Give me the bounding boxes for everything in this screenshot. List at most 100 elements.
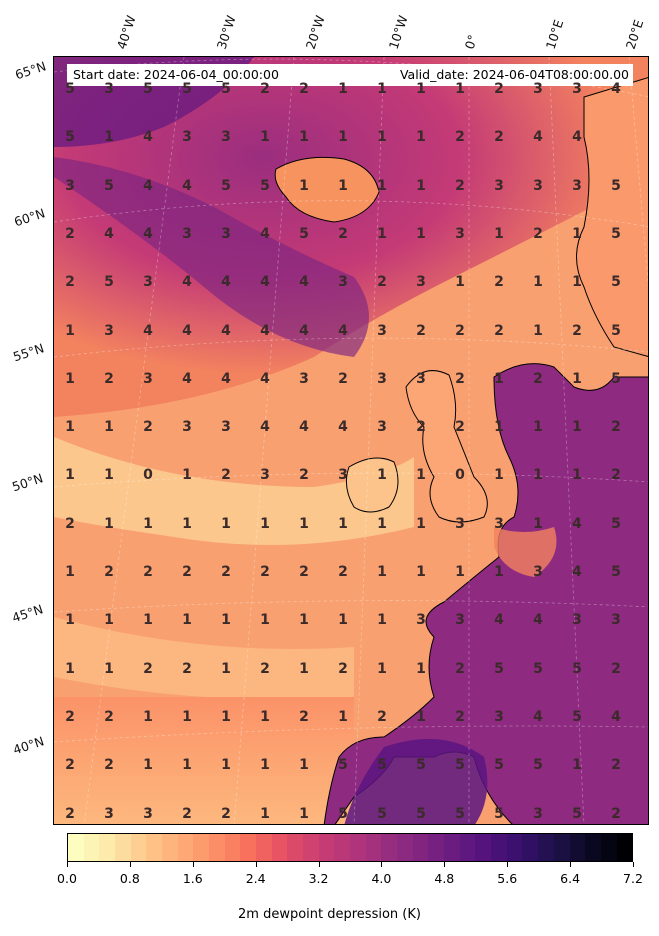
- colorbar-segment: [224, 834, 241, 861]
- grid-value: 2: [104, 708, 114, 725]
- grid-value: 1: [416, 564, 426, 580]
- grid-value: 3: [455, 515, 465, 532]
- grid-value: 3: [377, 322, 387, 339]
- grid-value: 2: [104, 757, 114, 774]
- grid-value: 2: [494, 129, 504, 146]
- grid-value: 5: [572, 660, 582, 677]
- colorbar-segment: [491, 834, 507, 861]
- colorbar-segment: [287, 834, 304, 861]
- field-north: [54, 57, 648, 417]
- colorbar-segment: [115, 834, 131, 861]
- lon-label-10w: 10°W: [385, 13, 411, 51]
- grid-value: 1: [65, 612, 75, 629]
- lat-label-65n: 65°N: [13, 58, 48, 83]
- grid-value: 3: [221, 419, 231, 436]
- grid-value: 2: [611, 660, 621, 677]
- grid-value: 1: [221, 660, 231, 677]
- valid-date-label: Valid_date: 2024-06-04T08:00:00.00: [399, 67, 629, 82]
- grid-value: 4: [338, 419, 348, 436]
- grid-value: 4: [572, 129, 582, 146]
- grid-value: 4: [533, 708, 543, 725]
- colorbar-segment: [68, 834, 84, 861]
- grid-value: 1: [416, 708, 426, 725]
- grid-value: 1: [182, 467, 192, 484]
- grid-value: 5: [299, 225, 309, 242]
- grid-value: 1: [377, 177, 387, 194]
- lat-label-45n: 45°N: [10, 601, 45, 626]
- grid-value: 5: [221, 81, 231, 97]
- grid-value: 1: [182, 708, 192, 725]
- grid-value: 4: [143, 322, 153, 339]
- grid-value: 3: [533, 81, 543, 97]
- grid-value: 4: [338, 322, 348, 339]
- colorbar-tick: [381, 862, 383, 867]
- grid-value: 1: [416, 225, 426, 242]
- grid-value: 2: [65, 274, 75, 291]
- grid-value: 1: [299, 612, 309, 629]
- grid-value: 1: [260, 612, 270, 629]
- grid-value: 1: [533, 419, 543, 436]
- colorbar-segment: [444, 834, 460, 861]
- grid-value: 5: [572, 805, 582, 822]
- colorbar-tick: [633, 862, 634, 867]
- grid-value: 5: [65, 129, 75, 146]
- grid-value: 1: [572, 419, 582, 436]
- grid-value: 3: [572, 612, 582, 629]
- grid-value: 3: [182, 419, 192, 436]
- grid-value: 1: [65, 370, 75, 387]
- grid-value: 1: [182, 515, 192, 532]
- colorbar-segment: [616, 834, 633, 861]
- colorbar-segment: [209, 834, 225, 861]
- grid-value: 3: [182, 225, 192, 242]
- grid-value: 3: [104, 805, 114, 822]
- grid-value: 3: [377, 370, 387, 387]
- map-field: [54, 57, 648, 824]
- grid-value: 3: [494, 177, 504, 194]
- grid-value: 4: [260, 225, 270, 242]
- grid-value: 3: [533, 805, 543, 822]
- grid-value: 2: [611, 805, 621, 822]
- grid-value: 2: [533, 370, 543, 387]
- grid-value: 4: [533, 612, 543, 629]
- colorbar-segment: [271, 834, 288, 861]
- grid-value: 1: [104, 612, 114, 629]
- grid-value: 1: [65, 419, 75, 436]
- grid-value: 2: [299, 708, 309, 725]
- grid-value: 1: [572, 757, 582, 774]
- lon-label-0: 0°: [461, 32, 481, 51]
- grid-value: 1: [572, 467, 582, 484]
- grid-value: 2: [338, 660, 348, 677]
- grid-value: 5: [611, 274, 621, 291]
- grid-value: 3: [143, 805, 153, 822]
- grid-value: 5: [416, 757, 426, 774]
- grid-value: 2: [65, 757, 75, 774]
- colorbar-segment: [428, 834, 445, 861]
- grid-value: 5: [533, 757, 543, 774]
- grid-value: 3: [611, 612, 621, 629]
- grid-value: 5: [611, 564, 621, 580]
- grid-value: 5: [104, 274, 114, 291]
- grid-value: 1: [455, 81, 465, 97]
- grid-value: 2: [572, 322, 582, 339]
- grid-value: 4: [299, 419, 309, 436]
- grid-value: 4: [260, 322, 270, 339]
- grid-value: 1: [221, 515, 231, 532]
- continent-lowland: [494, 527, 557, 577]
- grid-value: 2: [338, 370, 348, 387]
- grid-value: 1: [260, 129, 270, 146]
- grid-value: 3: [221, 129, 231, 146]
- grid-value: 3: [221, 225, 231, 242]
- grid-value: 5: [611, 322, 621, 339]
- grid-value: 2: [338, 564, 348, 580]
- field-dry-band: [54, 437, 414, 545]
- grid-value: 2: [455, 419, 465, 436]
- grid-value: 1: [572, 274, 582, 291]
- grid-value: 3: [143, 370, 153, 387]
- lat-label-50n: 50°N: [10, 470, 45, 495]
- grid-value: 1: [143, 708, 153, 725]
- grid-value: 1: [299, 660, 309, 677]
- grid-value: 1: [377, 225, 387, 242]
- grid-value: 2: [455, 322, 465, 339]
- grid-value: 1: [299, 515, 309, 532]
- grid-value: 3: [416, 274, 426, 291]
